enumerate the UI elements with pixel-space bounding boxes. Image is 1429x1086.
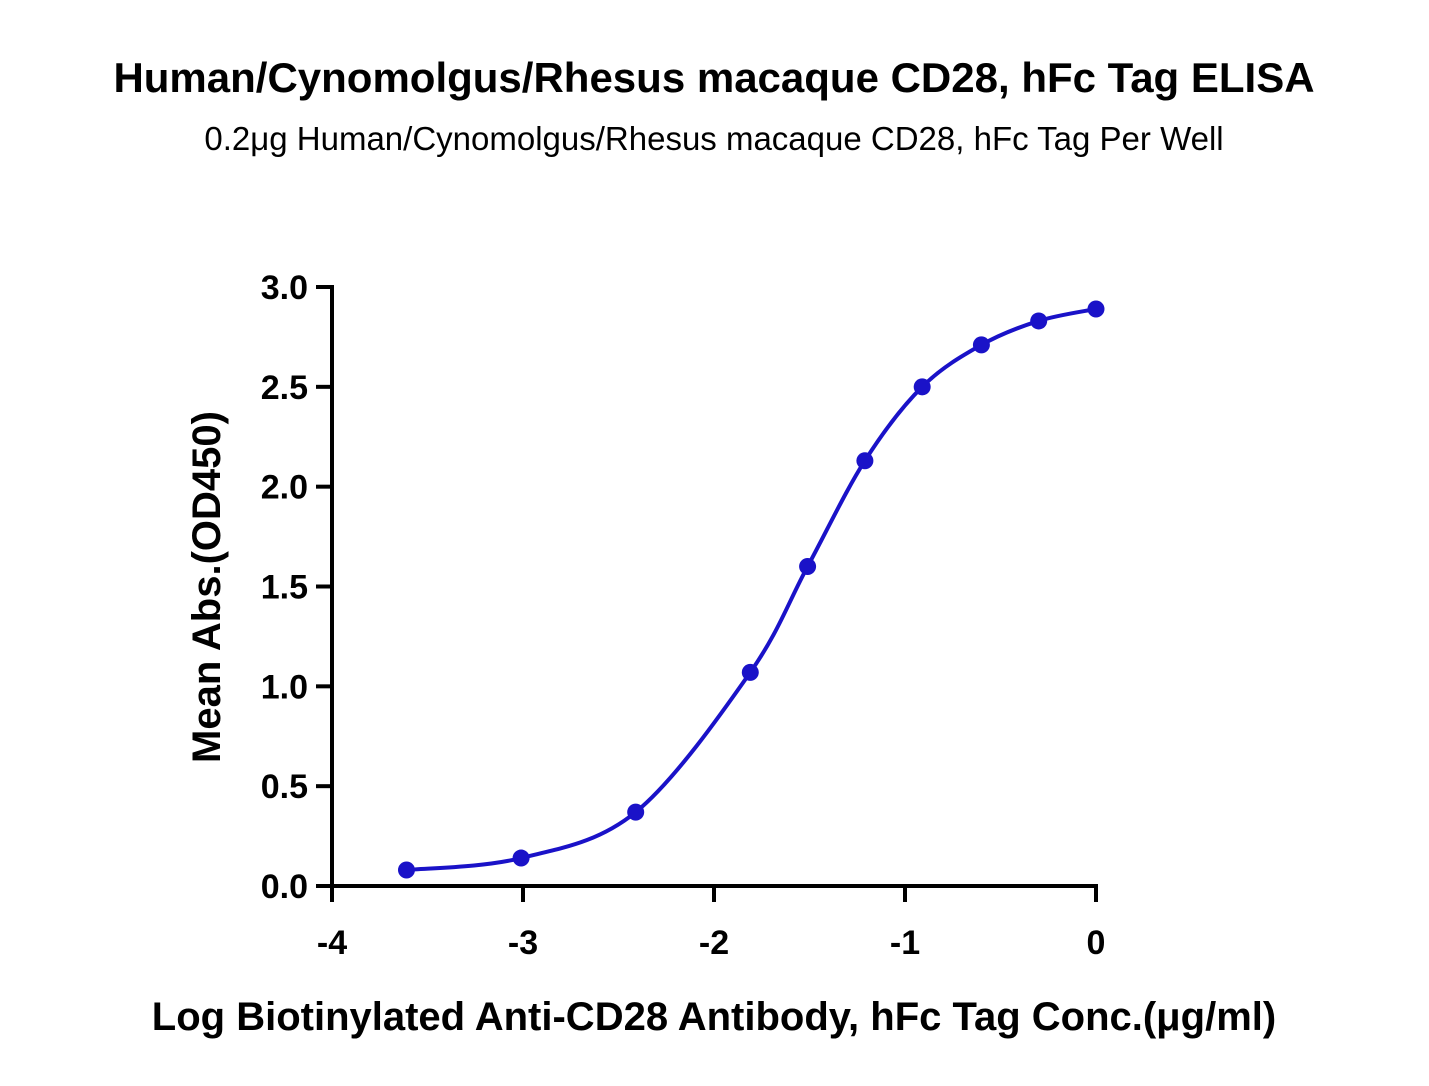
y-tick-label: 0.5 [261,768,308,806]
x-tick-label: 0 [1087,924,1106,962]
y-tick-label: 2.5 [261,369,308,407]
y-tick-label: 1.0 [261,668,308,706]
data-point [856,452,874,470]
y-tick-label: 2.0 [261,469,308,507]
data-point [741,663,759,681]
x-tick-label: -2 [699,924,729,962]
plot-area: 0.0 0.5 1.0 1.5 2.0 2.5 3.0 -4 -3 -2 -1 0 [261,269,1106,962]
x-axis-label: Log Biotinylated Anti-CD28 Antibody, hFc… [152,995,1276,1039]
chart-subtitle: 0.2μg Human/Cynomolgus/Rhesus macaque CD… [204,120,1223,157]
data-point [913,378,931,396]
y-axis-label: Mean Abs.(OD450) [185,411,229,763]
data-point [1087,300,1105,318]
data-point [799,558,817,576]
data-point [1030,312,1048,330]
data-point [397,861,415,879]
y-axis: 0.0 0.5 1.0 1.5 2.0 2.5 3.0 [261,269,334,906]
series-layer [397,300,1105,879]
x-tick-label: -3 [508,924,538,962]
y-tick-label: 1.5 [261,569,308,607]
data-point [512,849,530,867]
chart-title: Human/Cynomolgus/Rhesus macaque CD28, hF… [113,54,1314,101]
y-tick-label: 3.0 [261,269,308,307]
fit-curve [404,306,1098,873]
x-tick-label: -4 [317,924,347,962]
y-tick-label: 0.0 [261,868,308,906]
x-axis: -4 -3 -2 -1 0 [317,884,1106,962]
data-point [972,336,990,354]
data-point [627,803,645,821]
x-tick-label: -1 [890,924,920,962]
